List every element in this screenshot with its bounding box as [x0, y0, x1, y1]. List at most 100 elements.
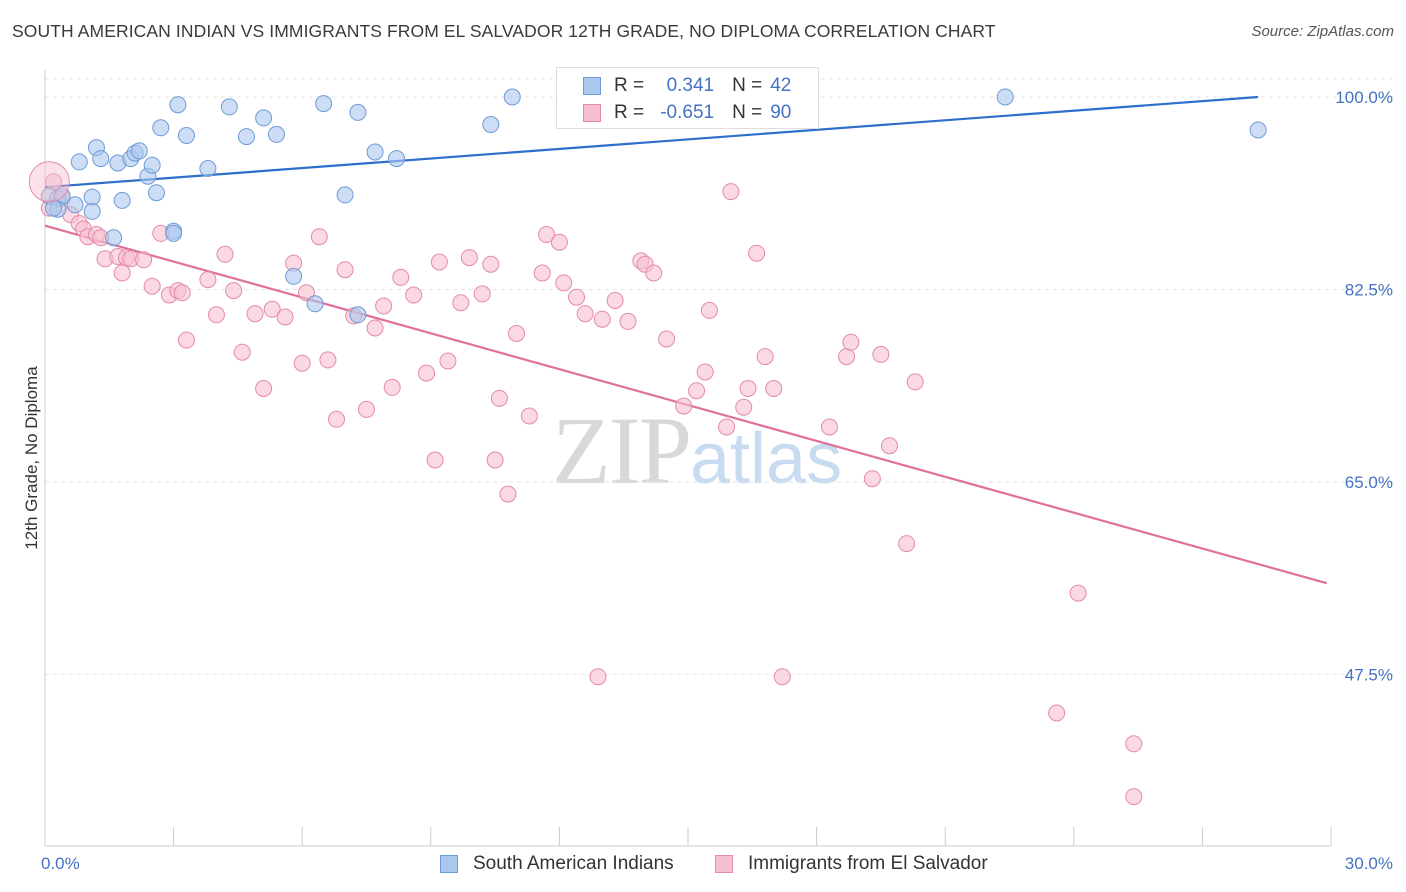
- bottom-legend-pink[interactable]: Immigrants from El Salvador: [715, 852, 988, 876]
- point-south-american-indian: [92, 150, 110, 168]
- point-south-american-indian: [336, 186, 354, 204]
- y-tick-label: 82.5%: [1345, 281, 1393, 300]
- point-el-salvador: [1125, 735, 1143, 753]
- point-south-american-indian: [388, 150, 406, 168]
- point-el-salvador: [246, 305, 264, 323]
- point-south-american-indian: [143, 156, 161, 174]
- point-el-salvador: [233, 343, 251, 361]
- point-el-salvador: [392, 268, 410, 286]
- x-tick-label-max: 30.0%: [1345, 854, 1393, 873]
- point-south-american-indian: [237, 128, 255, 146]
- point-el-salvador: [675, 397, 693, 415]
- trend-line-blue: [44, 95, 1259, 189]
- legend-r-label: R =: [614, 75, 645, 96]
- legend-swatch-blue: [583, 77, 601, 95]
- point-south-american-indian: [66, 196, 84, 214]
- point-el-salvador: [555, 274, 573, 292]
- point-el-salvador: [593, 310, 611, 328]
- point-el-salvador: [520, 407, 538, 425]
- point-el-salvador: [906, 373, 924, 391]
- point-el-salvador: [473, 285, 491, 303]
- point-south-american-indian: [113, 191, 131, 209]
- data-points: [28, 88, 1267, 806]
- point-el-salvador: [310, 228, 328, 246]
- point-south-american-indian: [285, 267, 303, 285]
- point-el-salvador: [718, 418, 736, 436]
- point-south-american-indian: [306, 295, 324, 313]
- point-el-salvador: [418, 364, 436, 382]
- point-el-salvador: [426, 451, 444, 469]
- point-el-salvador: [490, 389, 508, 407]
- point-south-american-indian: [147, 184, 165, 202]
- trend-lines: [44, 95, 1328, 585]
- legend-n-value: 90: [770, 102, 792, 123]
- point-el-salvador: [358, 400, 375, 418]
- legend-n-value: 42: [770, 75, 792, 96]
- point-el-salvador: [383, 378, 401, 396]
- point-el-salvador: [508, 325, 526, 342]
- y-tick-label: 100.0%: [1335, 88, 1393, 107]
- point-el-salvador: [366, 319, 384, 337]
- y-axis-label: 12th Grade, No Diploma: [22, 366, 41, 550]
- point-el-salvador: [135, 251, 153, 269]
- point-south-american-indian: [199, 160, 217, 177]
- point-el-salvador: [568, 288, 586, 306]
- point-el-salvador: [880, 437, 898, 455]
- point-south-american-indian: [83, 188, 101, 206]
- bottom-legend-label-pink: Immigrants from El Salvador: [748, 853, 988, 874]
- point-el-salvador: [216, 245, 234, 263]
- point-el-salvador: [405, 286, 423, 304]
- chart-title: SOUTH AMERICAN INDIAN VS IMMIGRANTS FROM…: [12, 21, 996, 41]
- point-el-salvador: [439, 352, 457, 370]
- axes: [44, 70, 1331, 847]
- point-el-salvador: [550, 233, 568, 251]
- point-south-american-indian: [169, 96, 187, 114]
- point-south-american-indian: [1249, 121, 1267, 139]
- point-el-salvador: [276, 308, 294, 326]
- point-el-salvador: [482, 255, 500, 273]
- point-south-american-indian: [105, 229, 123, 247]
- point-south-american-indian: [220, 98, 238, 116]
- x-tick-label-min: 0.0%: [41, 854, 80, 873]
- point-el-salvador: [765, 380, 783, 397]
- point-el-salvador: [898, 535, 916, 553]
- point-south-american-indian: [255, 109, 273, 127]
- point-el-salvador: [688, 382, 706, 400]
- point-el-salvador: [143, 277, 161, 295]
- point-south-american-indian: [45, 199, 63, 217]
- point-el-salvador: [756, 348, 774, 366]
- point-south-american-indian: [996, 88, 1014, 106]
- bottom-legend-blue[interactable]: South American Indians: [440, 852, 674, 876]
- y-tick-label: 65.0%: [1345, 473, 1393, 492]
- point-south-american-indian: [366, 143, 384, 161]
- point-el-salvador: [207, 306, 225, 324]
- point-el-salvador: [739, 380, 757, 397]
- point-el-salvador: [375, 297, 393, 315]
- legend-r-label: R =: [614, 102, 645, 123]
- point-el-salvador: [452, 294, 470, 312]
- point-el-salvador: [533, 264, 551, 282]
- point-south-american-indian: [165, 224, 183, 242]
- tick-labels: 47.5% 65.0% 82.5% 100.0% 0.0% 30.0%: [41, 88, 1393, 873]
- point-el-salvador: [293, 354, 311, 372]
- point-cluster-large: [28, 161, 70, 203]
- point-el-salvador: [658, 330, 676, 348]
- point-south-american-indian: [83, 202, 101, 220]
- point-el-salvador: [1125, 788, 1143, 806]
- point-el-salvador: [773, 668, 791, 686]
- bottom-legend-swatch-blue: [440, 855, 458, 873]
- point-el-salvador: [842, 333, 860, 351]
- point-el-salvador: [589, 668, 607, 686]
- point-el-salvador: [177, 331, 195, 349]
- bottom-legend-swatch-pink: [715, 855, 733, 873]
- point-el-salvador: [838, 348, 856, 366]
- point-south-american-indian: [267, 125, 285, 143]
- point-el-salvador: [1069, 584, 1087, 602]
- legend-row-blue: R = 0.341 N = 42: [583, 74, 791, 98]
- legend-swatch-pink: [583, 104, 601, 122]
- point-el-salvador: [327, 410, 345, 428]
- point-el-salvador: [1048, 704, 1066, 722]
- point-el-salvador: [538, 226, 556, 243]
- point-el-salvador: [199, 271, 217, 289]
